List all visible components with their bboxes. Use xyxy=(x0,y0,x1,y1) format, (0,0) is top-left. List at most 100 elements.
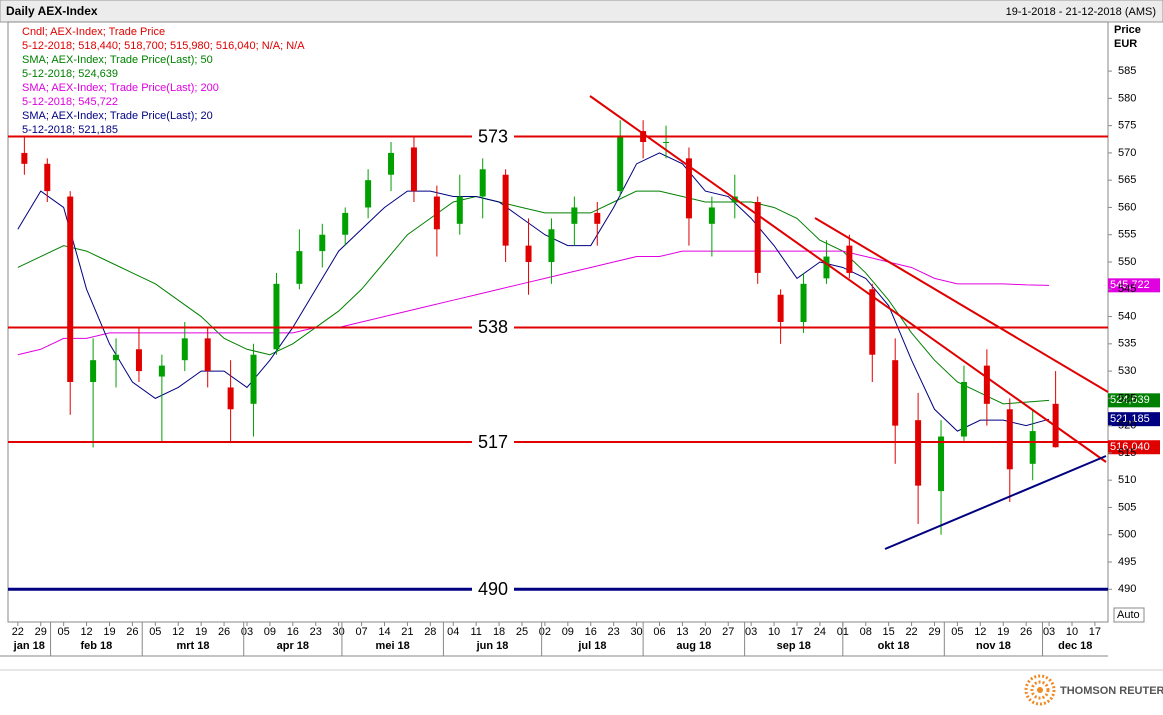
y-tick-label: 565 xyxy=(1118,174,1136,186)
legend-entry: SMA; AEX-Index; Trade Price(Last); 200 xyxy=(22,82,219,94)
legend-entry: SMA; AEX-Index; Trade Price(Last); 20 xyxy=(22,110,213,122)
y-tick-label: 490 xyxy=(1118,583,1136,595)
candle-body xyxy=(273,283,280,350)
x-tick-label: 22 xyxy=(12,626,24,638)
x-tick-label: 12 xyxy=(974,626,986,638)
date-range: 19-1-2018 - 21-12-2018 (AMS) xyxy=(1006,6,1156,18)
candle-body xyxy=(67,196,74,382)
scale-button-label[interactable]: Auto xyxy=(1117,609,1140,621)
y-tick-label: 530 xyxy=(1118,365,1136,377)
candle-body xyxy=(663,142,670,143)
month-label: apr 18 xyxy=(277,640,309,652)
level-label-bg xyxy=(472,316,514,339)
candle-body xyxy=(158,365,165,377)
candle-body xyxy=(1029,431,1036,464)
month-label: jun 18 xyxy=(476,640,509,652)
x-tick-label: 30 xyxy=(630,626,642,638)
plot-area xyxy=(7,21,1109,623)
candle-body xyxy=(960,382,967,437)
legend-entry: 5-12-2018; 524,639 xyxy=(22,68,118,80)
candle-body xyxy=(365,180,372,208)
candle-body xyxy=(869,289,876,355)
x-tick-label: 19 xyxy=(103,626,115,638)
x-tick-label: 09 xyxy=(562,626,574,638)
x-tick-label: 29 xyxy=(928,626,940,638)
y-tick-label: 545 xyxy=(1118,283,1136,295)
trend-lines xyxy=(589,95,1109,550)
x-tick-label: 29 xyxy=(35,626,47,638)
chart-title: Daily AEX-Index xyxy=(6,4,98,18)
x-tick-label: 26 xyxy=(1020,626,1032,638)
x-tick-label: 19 xyxy=(997,626,1009,638)
sma-line xyxy=(17,152,1050,432)
x-tick-label: 13 xyxy=(676,626,688,638)
candle-body xyxy=(800,283,807,322)
x-tick-label: 09 xyxy=(264,626,276,638)
level-label-bg xyxy=(472,431,514,453)
month-label: mei 18 xyxy=(376,640,410,652)
y-tick-label: 520 xyxy=(1118,420,1136,432)
x-tick-label: 11 xyxy=(470,626,481,638)
x-tick-label: 05 xyxy=(149,626,161,638)
x-tick-label: 05 xyxy=(58,626,70,638)
source: THOMSON REUTERS xyxy=(1060,685,1163,697)
candle-body xyxy=(983,365,990,404)
legend-entry: SMA; AEX-Index; Trade Price(Last); 50 xyxy=(22,54,213,66)
candle-body xyxy=(892,360,899,426)
level-label: 573 xyxy=(478,126,508,146)
candle-body xyxy=(44,163,51,192)
y-tick-label: 570 xyxy=(1118,147,1136,159)
x-tick-label: 06 xyxy=(653,626,665,638)
candle-body xyxy=(21,152,28,164)
candle-body xyxy=(823,256,830,279)
overlay: 573 538 517 490 524,639 545,722 521,185 516,040 xyxy=(8,125,1160,601)
candle-body xyxy=(113,354,120,361)
scale-button[interactable] xyxy=(1113,607,1145,623)
x-tick-label: 26 xyxy=(218,626,230,638)
x-tick-label: 08 xyxy=(860,626,872,638)
candle-body xyxy=(342,212,349,235)
x-tick-label: 23 xyxy=(310,626,322,638)
value-tag-label: 521,185 xyxy=(1110,413,1150,425)
x-tick-label: 19 xyxy=(195,626,207,638)
candle-body xyxy=(296,251,303,284)
x-tick-label: 23 xyxy=(608,626,620,638)
sma-line xyxy=(17,190,1050,405)
y-unit: EUR xyxy=(1114,38,1137,50)
candle-body xyxy=(388,152,395,175)
x-tick-label: 03 xyxy=(745,626,757,638)
header-bar xyxy=(0,0,1163,23)
x-tick-label: 16 xyxy=(585,626,597,638)
x-tick-label: 21 xyxy=(401,626,413,638)
candle-body xyxy=(846,245,853,273)
legend-entry: 5-12-2018; 518,440; 518,700; 515,980; 51… xyxy=(22,40,305,52)
x-tick-label: 26 xyxy=(126,626,138,638)
candle-body xyxy=(135,349,142,372)
value-tag xyxy=(1108,440,1160,455)
y-tick-label: 575 xyxy=(1118,120,1136,132)
x-tick-label: 17 xyxy=(791,626,803,638)
level-label: 538 xyxy=(478,317,508,337)
trend-line xyxy=(589,95,1107,463)
candle-body xyxy=(502,174,509,246)
candle-body xyxy=(548,229,555,262)
y-tick-label: 515 xyxy=(1118,447,1136,459)
y-tick-label: 510 xyxy=(1118,474,1136,486)
y-tick-label: 495 xyxy=(1118,556,1136,568)
candle-body xyxy=(479,169,486,197)
x-tick-label: 12 xyxy=(172,626,184,638)
x-tick-label: 20 xyxy=(699,626,711,638)
x-tick-label: 03 xyxy=(241,626,253,638)
value-tag xyxy=(1108,393,1160,408)
plot-content xyxy=(17,120,1059,535)
y-label: Price xyxy=(1114,24,1141,36)
candle-body xyxy=(319,234,326,252)
candle-body xyxy=(456,196,463,224)
legend-entry: Cndl; AEX-Index; Trade Price xyxy=(22,26,165,38)
candle-body xyxy=(227,387,234,410)
candle-body xyxy=(433,196,440,230)
candle-body xyxy=(181,338,188,361)
x-tick-label: 03 xyxy=(1043,626,1055,638)
candle-body xyxy=(1006,409,1013,470)
